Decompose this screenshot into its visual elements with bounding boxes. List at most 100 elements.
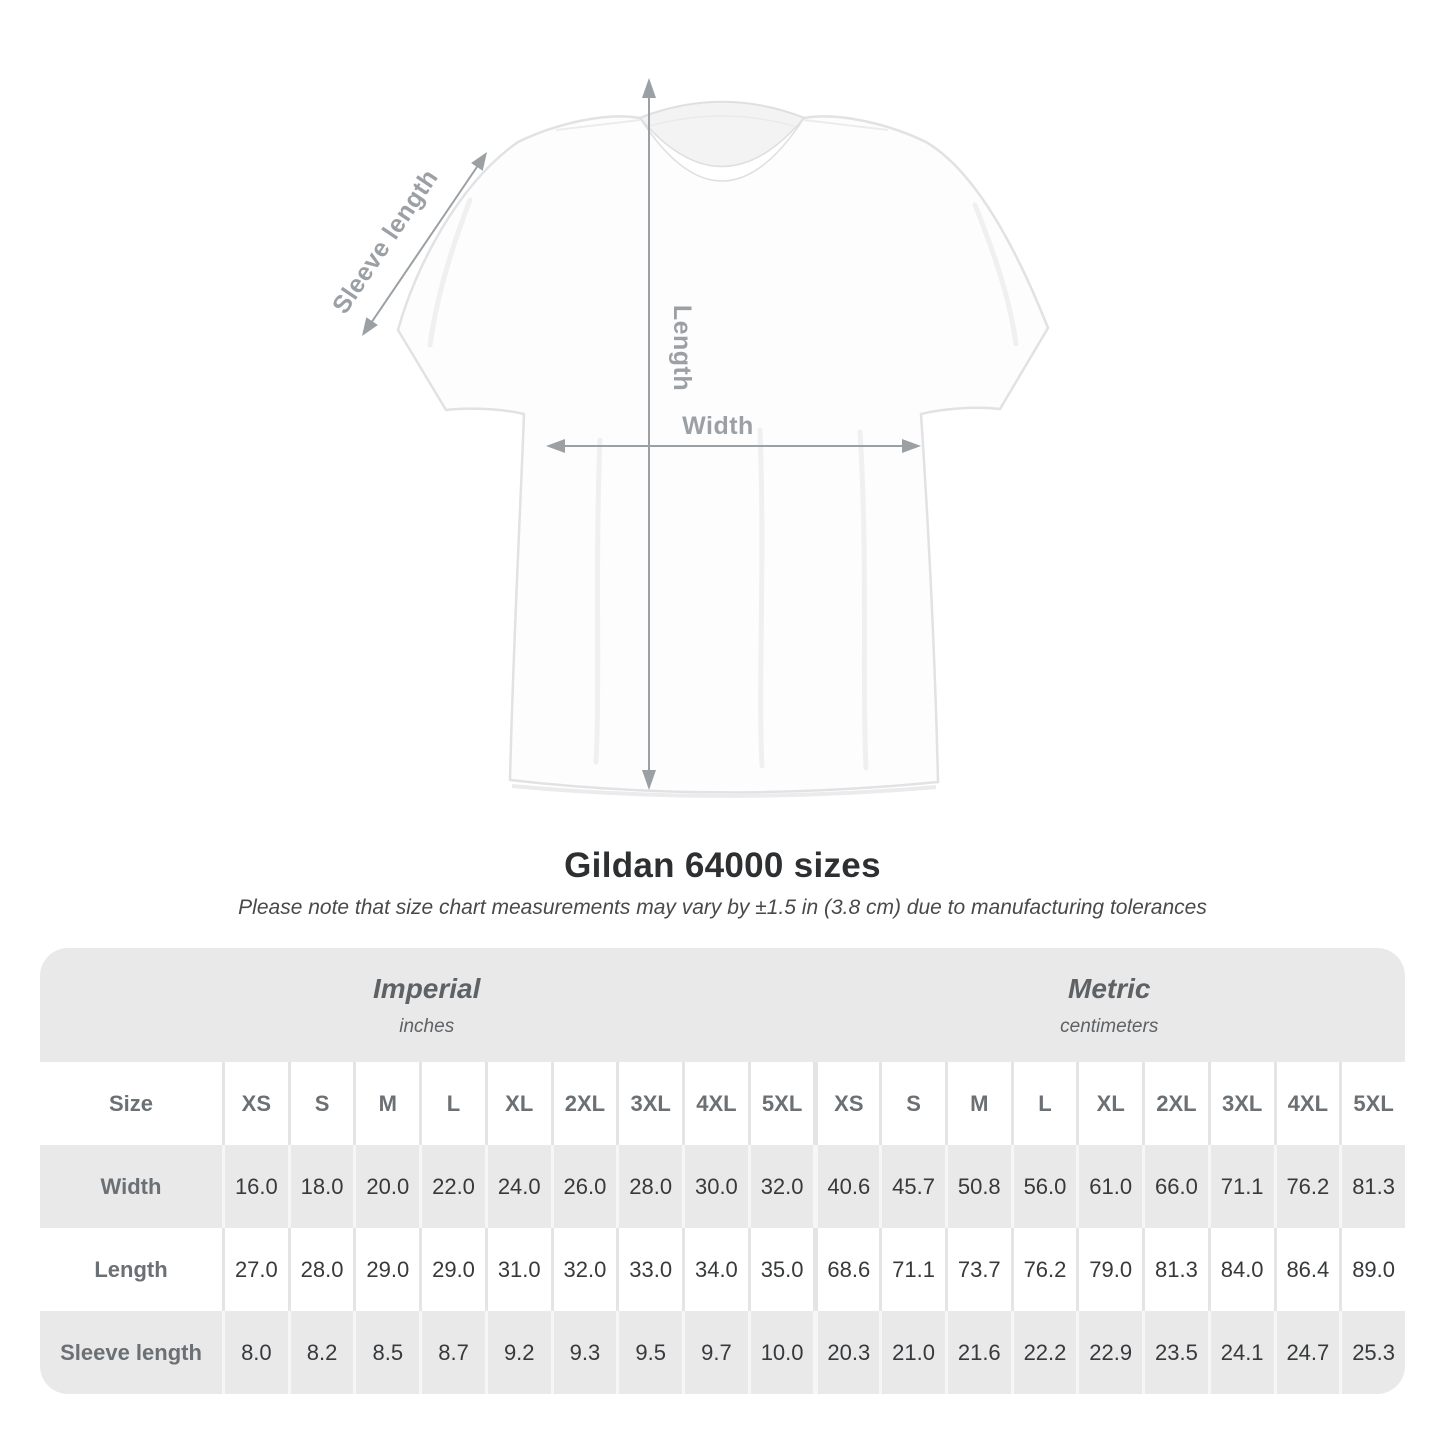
value-cell-metric-2xl: 81.3 — [1142, 1228, 1208, 1311]
value-cell-imperial-l: 29.0 — [419, 1228, 485, 1311]
value-cell-imperial-s: 18.0 — [287, 1145, 354, 1228]
size-table-card: Imperial inches Metric centimeters Size … — [40, 948, 1405, 1394]
size-header-metric-xs: XS — [813, 1062, 880, 1145]
sleeve-length-arrow — [362, 152, 487, 336]
value-cell-metric-s: 71.1 — [879, 1228, 945, 1311]
size-header-metric-m: M — [944, 1062, 1011, 1145]
size-table: Imperial inches Metric centimeters Size … — [40, 948, 1405, 1394]
size-header-imperial-4xl: 4XL — [682, 1062, 748, 1145]
value-cell-imperial-l: 22.0 — [419, 1145, 485, 1228]
tshirt-diagram: Sleeve length Length Width — [327, 78, 1050, 798]
size-header-metric-3xl: 3XL — [1207, 1062, 1274, 1145]
value-cell-metric-5xl: 89.0 — [1339, 1228, 1405, 1311]
shoulder-seams — [555, 119, 889, 131]
value-cell-metric-l: 76.2 — [1010, 1228, 1077, 1311]
width-arrow — [546, 439, 921, 453]
size-header-metric-2xl: 2XL — [1142, 1062, 1208, 1145]
page-title: Gildan 64000 sizes — [564, 846, 881, 885]
value-cell-imperial-2xl: 9.3 — [550, 1311, 617, 1394]
value-cell-metric-m: 21.6 — [944, 1311, 1011, 1394]
value-cell-imperial-m: 8.5 — [353, 1311, 420, 1394]
size-header-imperial-2xl: 2XL — [550, 1062, 617, 1145]
value-cell-imperial-l: 8.7 — [419, 1311, 485, 1394]
measurement-row-length: Length 27.0 28.0 29.0 29.0 31.0 32.0 33.0 34.0 35… — [40, 1228, 1405, 1311]
value-cell-metric-2xl: 23.5 — [1142, 1311, 1208, 1394]
value-cell-imperial-5xl: 10.0 — [747, 1311, 814, 1394]
tshirt-body — [396, 100, 1050, 794]
value-cell-metric-s: 21.0 — [879, 1311, 945, 1394]
size-header-metric-4xl: 4XL — [1273, 1062, 1340, 1145]
size-header-imperial-xl: XL — [484, 1062, 551, 1145]
value-cell-imperial-xs: 16.0 — [222, 1145, 288, 1228]
collar-stitch — [649, 115, 795, 127]
measurement-row-width: Width 16.0 18.0 20.0 22.0 24.0 26.0 28.0 30.0 32.… — [40, 1145, 1405, 1228]
value-cell-imperial-2xl: 26.0 — [550, 1145, 617, 1228]
value-cell-metric-4xl: 86.4 — [1273, 1228, 1340, 1311]
row-label: Sleeve length — [40, 1311, 222, 1394]
value-cell-imperial-4xl: 30.0 — [682, 1145, 748, 1228]
size-header-imperial-xs: XS — [222, 1062, 288, 1145]
size-header-metric-l: L — [1010, 1062, 1077, 1145]
value-cell-metric-3xl: 71.1 — [1207, 1145, 1274, 1228]
value-cell-imperial-3xl: 9.5 — [616, 1311, 683, 1394]
row-label: Width — [40, 1145, 222, 1228]
value-cell-metric-2xl: 66.0 — [1142, 1145, 1208, 1228]
value-cell-imperial-m: 20.0 — [353, 1145, 420, 1228]
value-cell-imperial-5xl: 32.0 — [747, 1145, 814, 1228]
size-header-imperial-5xl: 5XL — [747, 1062, 814, 1145]
tshirt-graphic — [396, 100, 1050, 798]
value-cell-imperial-5xl: 35.0 — [747, 1228, 814, 1311]
size-header-metric-5xl: 5XL — [1339, 1062, 1405, 1145]
value-cell-metric-m: 50.8 — [944, 1145, 1011, 1228]
size-header-imperial-m: M — [353, 1062, 420, 1145]
value-cell-imperial-xl: 9.2 — [484, 1311, 551, 1394]
size-header-metric-xl: XL — [1076, 1062, 1143, 1145]
imperial-label: Imperial — [373, 973, 481, 1005]
value-cell-imperial-m: 29.0 — [353, 1228, 420, 1311]
width-label: Width — [682, 412, 754, 440]
fabric-folds — [427, 197, 1019, 771]
value-cell-metric-3xl: 24.1 — [1207, 1311, 1274, 1394]
value-cell-imperial-2xl: 32.0 — [550, 1228, 617, 1311]
size-header-row: Size XS S M L XL 2XL 3XL 4XL 5XL XS S M L XL 2XL 3XL 4XL… — [40, 1062, 1405, 1145]
value-cell-imperial-s: 28.0 — [287, 1228, 354, 1311]
value-cell-metric-4xl: 76.2 — [1273, 1145, 1340, 1228]
measurement-row-sleeve-length: Sleeve length 8.0 8.2 8.5 8.7 9.2 9.3 9.5 9.7 10.… — [40, 1311, 1405, 1394]
value-cell-metric-s: 45.7 — [879, 1145, 945, 1228]
size-header-imperial-l: L — [419, 1062, 485, 1145]
value-cell-imperial-3xl: 33.0 — [616, 1228, 683, 1311]
value-cell-imperial-3xl: 28.0 — [616, 1145, 683, 1228]
value-cell-imperial-4xl: 34.0 — [682, 1228, 748, 1311]
value-cell-metric-4xl: 24.7 — [1273, 1311, 1340, 1394]
collar-rib — [639, 117, 805, 182]
length-arrow — [642, 78, 656, 790]
value-cell-metric-m: 73.7 — [944, 1228, 1011, 1311]
value-cell-metric-xl: 61.0 — [1076, 1145, 1143, 1228]
value-cell-imperial-xl: 31.0 — [484, 1228, 551, 1311]
value-cell-metric-xl: 79.0 — [1076, 1228, 1143, 1311]
value-cell-imperial-xl: 24.0 — [484, 1145, 551, 1228]
value-cell-imperial-s: 8.2 — [287, 1311, 354, 1394]
value-cell-metric-xs: 68.6 — [813, 1228, 880, 1311]
size-column-header: Size — [40, 1062, 222, 1145]
value-cell-metric-xs: 20.3 — [813, 1311, 880, 1394]
imperial-unit: inches — [399, 1015, 455, 1037]
row-label: Length — [40, 1228, 222, 1311]
value-cell-metric-l: 22.2 — [1010, 1311, 1077, 1394]
tolerance-note: Please note that size chart measurements… — [238, 896, 1207, 919]
hem-shadow — [511, 784, 937, 798]
imperial-group-header: Imperial inches — [40, 948, 814, 1062]
length-label: Length — [668, 305, 696, 391]
value-cell-metric-l: 56.0 — [1010, 1145, 1077, 1228]
metric-group-header: Metric centimeters — [813, 948, 1405, 1062]
size-header-imperial-3xl: 3XL — [616, 1062, 683, 1145]
metric-unit: centimeters — [1060, 1015, 1159, 1037]
value-cell-metric-5xl: 81.3 — [1339, 1145, 1405, 1228]
size-header-imperial-s: S — [287, 1062, 354, 1145]
value-cell-metric-5xl: 25.3 — [1339, 1311, 1405, 1394]
size-header-metric-s: S — [879, 1062, 945, 1145]
value-cell-imperial-xs: 8.0 — [222, 1311, 288, 1394]
value-cell-metric-xl: 22.9 — [1076, 1311, 1143, 1394]
unit-group-row: Imperial inches Metric centimeters — [40, 948, 1405, 1062]
